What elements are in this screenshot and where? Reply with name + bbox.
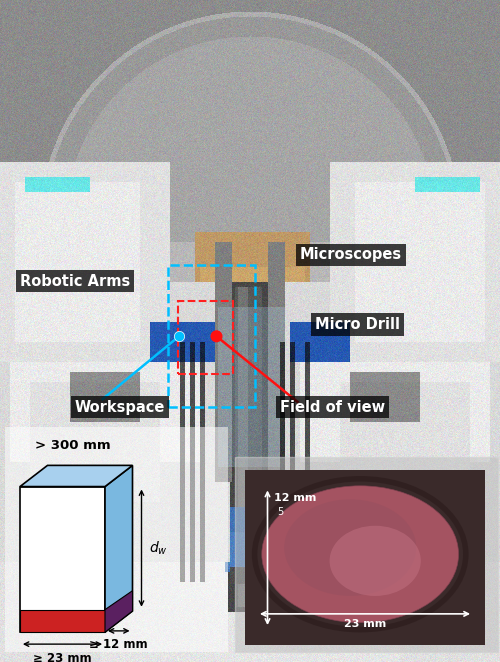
Ellipse shape [330,526,421,596]
Text: Workspace: Workspace [75,400,166,414]
Bar [235,457,498,652]
Text: $d_w$: $d_w$ [149,540,168,557]
Bar [5,427,228,652]
Bar [20,487,105,632]
Text: ≥ 23 mm: ≥ 23 mm [33,652,92,662]
Point [212,331,220,342]
Bar [178,301,233,374]
Polygon shape [105,465,132,632]
Text: > 300 mm: > 300 mm [35,439,110,452]
Polygon shape [20,465,132,487]
Text: 5: 5 [278,507,284,518]
Bar [245,470,485,645]
Bar [168,265,255,407]
Ellipse shape [284,499,416,596]
Text: Robotic Arms: Robotic Arms [20,274,130,289]
Ellipse shape [262,486,458,623]
Text: Micro Drill: Micro Drill [315,317,400,332]
Bar [20,610,105,632]
Text: Field of view: Field of view [280,400,385,414]
Polygon shape [105,591,132,632]
Text: 23 mm: 23 mm [344,619,386,629]
Text: 12 mm: 12 mm [274,493,316,503]
Text: ≥ 12 mm: ≥ 12 mm [90,638,148,651]
Point [175,331,183,342]
Text: Microscopes: Microscopes [300,248,402,262]
